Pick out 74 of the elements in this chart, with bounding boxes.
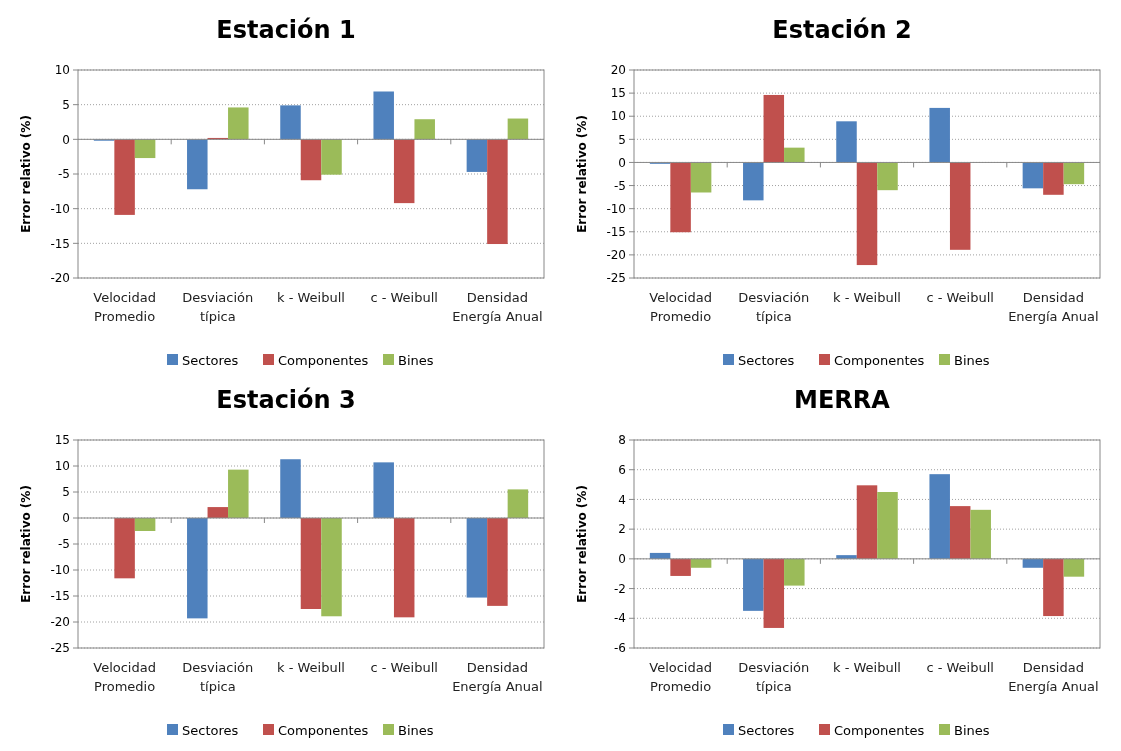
y-tick-label: -10 [50,563,70,578]
y-tick-label: -6 [614,641,626,656]
x-tick-label: Desviación típica [738,660,810,694]
x-tick-label: c - Weibull [370,660,438,675]
y-tick-label: 20 [610,63,626,78]
x-tick-label: Densidad Energía Anual [1008,290,1099,324]
y-tick-label: -20 [50,271,70,286]
y-tick-label: -15 [606,224,626,239]
y-tick-label: 2 [618,522,626,537]
y-tick-label: 4 [618,492,626,507]
y-tick-label: -4 [614,611,626,626]
x-tick-label: Desviación típica [182,290,254,324]
x-tick-label: k - Weibull [833,290,901,305]
legend-label: Bines [398,352,434,368]
y-axis-title: Error relativo (%) [19,115,33,233]
legend-label: Sectores [738,352,795,368]
y-tick-label: -5 [58,167,70,182]
y-tick-label: -5 [58,537,70,552]
x-tick-label: Velocidad Promedio [649,660,712,694]
y-tick-label: -10 [50,201,70,216]
y-tick-label: 15 [610,86,626,101]
y-tick-label: 0 [62,132,70,147]
x-tick-label: Desviación típica [182,660,254,694]
y-tick-label: 10 [610,109,626,124]
legend-label: Sectores [738,722,795,738]
legend-label: Bines [398,722,434,738]
y-tick-label: -10 [606,201,626,216]
y-axis-title: Error relativo (%) [575,485,589,603]
chart-title: Estación 1 [216,16,356,44]
y-tick-label: 0 [618,552,626,567]
x-tick-label: c - Weibull [926,290,994,305]
x-tick-label: Densidad Energía Anual [452,290,543,324]
y-tick-label: 8 [618,433,626,448]
x-tick-label: Desviación típica [738,290,810,324]
y-tick-label: 10 [54,459,70,474]
y-tick-label: -15 [50,589,70,604]
y-tick-label: 10 [54,63,70,78]
x-tick-label: c - Weibull [926,660,994,675]
legend-label: Sectores [182,722,239,738]
x-tick-label: c - Weibull [370,290,438,305]
y-tick-label: 0 [618,155,626,170]
x-tick-label: Densidad Energía Anual [452,660,543,694]
y-tick-label: -20 [606,248,626,263]
y-axis-title: Error relativo (%) [19,485,33,603]
x-tick-label: Velocidad Promedio [93,660,156,694]
y-tick-label: 15 [54,433,70,448]
y-tick-label: 6 [618,462,626,477]
legend-label: Componentes [834,722,925,738]
y-tick-label: 5 [62,485,70,500]
y-tick-label: -25 [50,641,70,656]
y-tick-label: 5 [62,97,70,112]
x-tick-label: k - Weibull [833,660,901,675]
legend-label: Componentes [834,352,925,368]
legend-label: Componentes [278,722,369,738]
x-tick-label: Velocidad Promedio [649,290,712,324]
y-tick-label: -20 [50,615,70,630]
legend-label: Componentes [278,352,369,368]
y-tick-label: 5 [618,132,626,147]
chart-title: Estación 3 [216,386,356,414]
y-tick-label: 0 [62,511,70,526]
legend-label: Bines [954,722,990,738]
y-tick-label: -15 [50,236,70,251]
x-tick-label: Velocidad Promedio [93,290,156,324]
x-tick-label: Densidad Energía Anual [1008,660,1099,694]
legend-label: Bines [954,352,990,368]
chart-title: Estación 2 [772,16,912,44]
chart-title: MERRA [794,386,891,414]
legend-label: Sectores [182,352,239,368]
y-tick-label: -2 [614,581,626,596]
x-tick-label: k - Weibull [277,660,345,675]
x-tick-label: k - Weibull [277,290,345,305]
y-tick-label: -25 [606,271,626,286]
y-axis-title: Error relativo (%) [575,115,589,233]
y-tick-label: -5 [614,178,626,193]
